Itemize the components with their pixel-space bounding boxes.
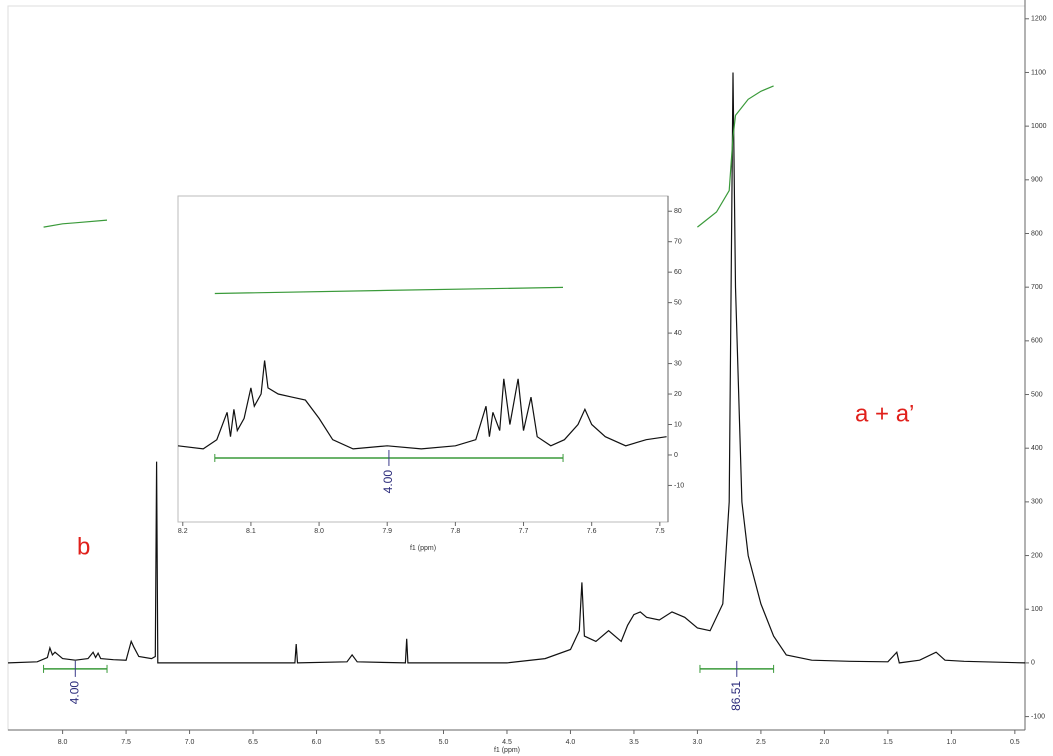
x-tick-label: 7.0 [185,739,195,746]
x-tick-label: 3.0 [693,739,703,746]
y-tick-label: 100 [1031,606,1043,613]
y-tick-label: 400 [1031,445,1043,452]
integral-curve [214,286,564,295]
integral-curve [697,85,774,228]
y-tick-label: 70 [674,239,682,246]
y-tick-label: 900 [1031,177,1043,184]
y-tick-label: 10 [674,421,682,428]
x-tick-label: 8.1 [246,528,256,535]
x-tick-label: 3.5 [629,739,639,746]
y-tick-label: 700 [1031,284,1043,291]
x-tick-label: 8.0 [314,528,324,535]
y-tick-label: 50 [674,299,682,306]
integral-label: 86.51 [729,681,743,711]
y-tick-label: 500 [1031,391,1043,398]
spectrum-line [7,72,1026,664]
x-tick-label: 2.5 [756,739,766,746]
x-tick-label: 0.5 [1010,739,1020,746]
y-tick-label: 300 [1031,499,1043,506]
x-tick-label: 7.9 [382,528,392,535]
x-tick-label: 1.5 [883,739,893,746]
y-tick-label: -10 [674,482,684,489]
integral-label: 4.00 [381,470,395,494]
x-tick-label: 2.0 [820,739,830,746]
y-tick-label: 1100 [1031,69,1046,76]
y-tick-label: 200 [1031,552,1043,559]
x-tick-label: 7.7 [519,528,529,535]
inset-frame [177,195,669,523]
annotation: a + a’ [855,400,914,427]
annotation: b [77,533,90,560]
integral-label: 4.00 [67,681,81,705]
x-tick-label: 5.5 [375,739,385,746]
y-tick-label: 80 [674,208,682,215]
y-tick-label: 20 [674,391,682,398]
x-axis-label: f1 (ppm) [494,747,520,754]
x-axis-label: f1 (ppm) [410,545,436,552]
x-tick-label: 6.0 [312,739,322,746]
x-tick-label: 8.0 [58,739,68,746]
y-tick-label: 40 [674,330,682,337]
x-tick-label: 7.6 [587,528,597,535]
y-tick-label: 600 [1031,338,1043,345]
x-tick-label: 6.5 [248,739,258,746]
y-tick-label: 1200 [1031,16,1047,23]
y-tick-label: 800 [1031,230,1043,237]
y-tick-label: 0 [1031,660,1035,667]
y-tick-label: -100 [1031,713,1045,720]
x-tick-label: 5.0 [439,739,449,746]
x-tick-label: 4.5 [502,739,512,746]
y-tick-label: 1000 [1031,123,1047,130]
x-tick-label: 7.5 [655,528,665,535]
spectrum-line [177,360,667,450]
integral-curve [43,219,108,228]
x-tick-label: 8.2 [178,528,188,535]
x-tick-label: 1.0 [946,739,956,746]
y-tick-label: 60 [674,269,682,276]
y-tick-label: 0 [674,452,678,459]
x-tick-label: 7.5 [121,739,131,746]
y-tick-label: 30 [674,360,682,367]
x-tick-label: 4.0 [566,739,576,746]
x-tick-label: 7.8 [451,528,461,535]
